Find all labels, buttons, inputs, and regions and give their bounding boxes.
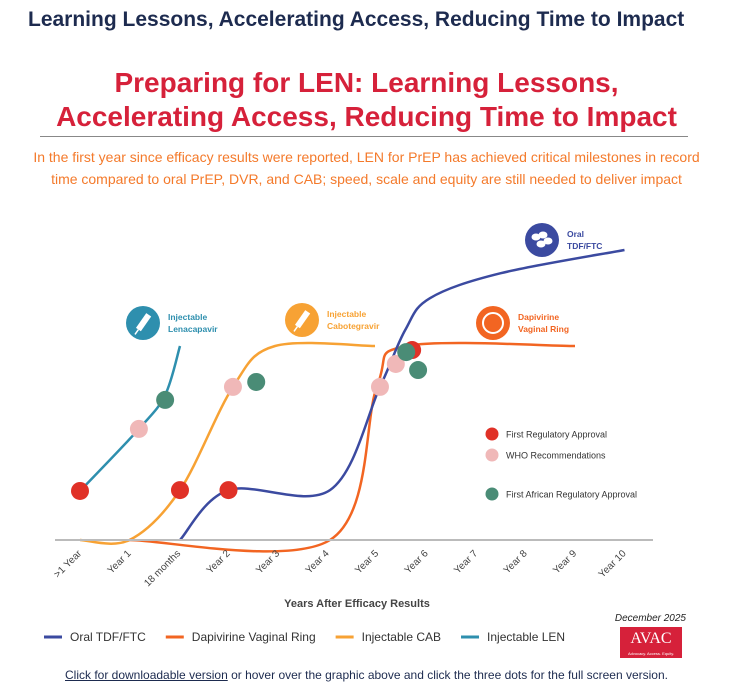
infographic-title: Preparing for LEN: Learning Lessons, Acc… bbox=[0, 66, 733, 134]
milestone-dot-who-recommendations[interactable] bbox=[223, 377, 242, 396]
ring-center bbox=[485, 315, 501, 331]
footer-text: or hover over the graphic above and clic… bbox=[227, 668, 668, 682]
logo-tagline: Advocacy. Access. Equity. bbox=[628, 651, 674, 656]
legend-item-injectable-cab: Injectable CAB bbox=[362, 630, 441, 644]
title-line-1: Preparing for LEN: Learning Lessons, bbox=[114, 67, 619, 98]
footer-note: Click for downloadable version or hover … bbox=[0, 668, 733, 682]
x-tick-label: Year 7 bbox=[452, 548, 480, 576]
milestone-dot-who-recommendations[interactable] bbox=[370, 377, 389, 396]
x-tick-label: Year 2 bbox=[205, 548, 233, 576]
infographic-subtitle: In the first year since efficacy results… bbox=[33, 149, 700, 187]
milestone-dot-who-recommendations[interactable] bbox=[129, 419, 148, 438]
series-label-line-2: Lenacapavir bbox=[168, 324, 218, 334]
legend-label-first-african-regulatory-approval: First African Regulatory Approval bbox=[506, 490, 637, 500]
legend-marker bbox=[485, 448, 499, 462]
legend-item-oral-tdf-ftc: Oral TDF/FTC bbox=[70, 630, 146, 644]
logo-text: AVAC bbox=[630, 630, 671, 647]
series-label-line-1: Dapivirine bbox=[518, 312, 559, 322]
series-line-injectable-len bbox=[79, 345, 182, 492]
x-tick-label: Year 10 bbox=[597, 548, 629, 580]
syringe-needle bbox=[293, 326, 299, 332]
legend-marker bbox=[485, 487, 499, 501]
x-tick-label: 18 months bbox=[142, 548, 183, 589]
series-label-line-2: TDF/FTC bbox=[567, 241, 602, 251]
milestone-dot-first-african-regulatory-approval[interactable] bbox=[247, 372, 266, 391]
x-tick-label: Year 5 bbox=[353, 548, 381, 576]
avac-logo: AVAC Advocacy. Access. Equity. bbox=[620, 627, 682, 658]
series-label-oral-tdf-ftc: Oral TDF/FTC bbox=[525, 223, 602, 257]
title-line-2: Accelerating Access, Reducing Time to Im… bbox=[56, 101, 677, 132]
legend-marker bbox=[485, 427, 499, 441]
pill bbox=[538, 231, 548, 239]
milestone-dot-first-regulatory-approval[interactable] bbox=[219, 481, 238, 500]
milestone-dot-first-african-regulatory-approval[interactable] bbox=[409, 361, 428, 380]
series-label-line-2: Cabotegravir bbox=[327, 321, 380, 331]
pill bbox=[536, 240, 546, 248]
ring-outline bbox=[482, 312, 504, 334]
milestone-dot-first-regulatory-approval[interactable] bbox=[170, 481, 189, 500]
syringe-needle bbox=[134, 329, 140, 335]
series-label-line-2: Vaginal Ring bbox=[518, 324, 569, 334]
series-line-dapivirine-vaginal-ring bbox=[129, 341, 576, 553]
x-axis-label: Years After Efficacy Results bbox=[284, 598, 430, 610]
syringe-body bbox=[294, 310, 311, 329]
x-tick-label: Year 4 bbox=[304, 548, 332, 576]
pills-icon bbox=[525, 223, 559, 257]
timeline-chart: >1 Year Year 1 18 months Year 2 Year 3 Year 4… bbox=[44, 223, 687, 658]
x-tick-label: Year 9 bbox=[551, 548, 579, 576]
logo-background bbox=[620, 627, 682, 658]
milestone-dot-first-regulatory-approval[interactable] bbox=[71, 481, 89, 500]
syringe-body bbox=[135, 313, 152, 332]
x-tick-label: Year 1 bbox=[106, 548, 134, 576]
series-label-injectable-cab: Injectable Cabotegravir bbox=[285, 303, 380, 337]
milestone-dot-first-african-regulatory-approval[interactable] bbox=[156, 390, 175, 409]
series-label-line-1: Injectable bbox=[327, 309, 366, 319]
series-label-dapivirine-vaginal-ring: Dapivirine Vaginal Ring bbox=[476, 306, 569, 340]
download-link[interactable]: Click for downloadable version bbox=[65, 668, 228, 682]
pill bbox=[543, 237, 553, 245]
milestone-dot-who-recommendations[interactable] bbox=[386, 354, 405, 373]
milestone-dot-first-african-regulatory-approval[interactable] bbox=[397, 343, 416, 362]
series-label-line-1: Oral bbox=[567, 229, 584, 239]
title-divider bbox=[40, 136, 688, 137]
x-tick-label: Year 8 bbox=[502, 548, 530, 576]
legend-item-dapivirine-vaginal-ring: Dapivirine Vaginal Ring bbox=[192, 630, 316, 644]
series-label-line-1: Injectable bbox=[168, 312, 207, 322]
x-tick-label: >1 Year bbox=[52, 548, 84, 580]
legend-label-first-regulatory-approval: First Regulatory Approval bbox=[506, 430, 607, 440]
page-title: Learning Lessons, Accelerating Access, R… bbox=[28, 8, 685, 31]
legend-label-who-recommendations: WHO Recommendations bbox=[506, 451, 606, 461]
date-label: December 2025 bbox=[615, 613, 687, 624]
pill bbox=[531, 233, 541, 241]
legend-item-injectable-len: Injectable LEN bbox=[487, 630, 565, 644]
series-label-injectable-len: Injectable Lenacapavir bbox=[126, 306, 218, 340]
x-tick-label: Year 6 bbox=[403, 548, 431, 576]
